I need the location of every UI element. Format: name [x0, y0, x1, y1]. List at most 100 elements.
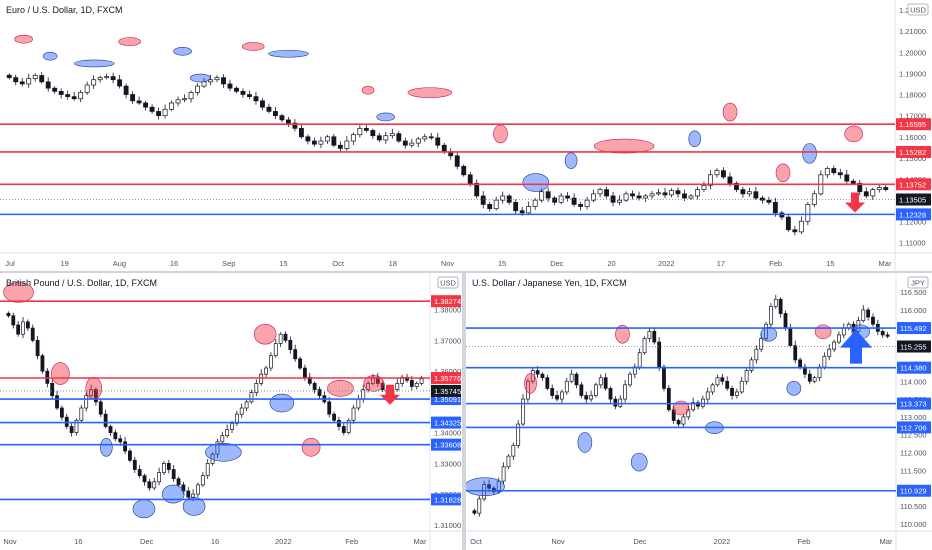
candle — [710, 382, 715, 395]
candle — [688, 194, 694, 201]
candle — [608, 386, 613, 404]
candle — [395, 378, 400, 392]
support-highlight-oval — [100, 438, 113, 457]
support-highlight-oval — [182, 497, 206, 516]
level-price-label: 1.12328 — [899, 210, 926, 219]
level-price-label: 1.35091 — [434, 395, 461, 404]
y-tick-label: 1.15000 — [899, 154, 926, 163]
candle — [182, 94, 187, 103]
currency-badge[interactable] — [907, 3, 929, 16]
candle — [221, 74, 226, 88]
candle — [630, 190, 635, 200]
eurusd-chart[interactable]: 1.220001.210001.200001.190001.180001.170… — [0, 0, 932, 272]
candle — [749, 356, 754, 374]
candle — [589, 390, 593, 403]
candle — [317, 386, 322, 399]
candle — [636, 191, 642, 201]
candle — [511, 442, 516, 461]
candle — [474, 179, 480, 199]
candle — [396, 131, 402, 143]
candle — [69, 422, 74, 437]
candle — [597, 187, 603, 198]
currency-badge[interactable] — [907, 276, 929, 289]
candle — [617, 195, 622, 206]
candle — [623, 379, 628, 403]
eurusd-chart-panel[interactable]: 1.220001.210001.200001.190001.180001.170… — [0, 0, 932, 272]
candle — [6, 73, 12, 80]
x-tick-label: Sep — [222, 259, 235, 268]
candle — [264, 365, 268, 379]
candle — [618, 395, 623, 409]
candle — [234, 410, 239, 426]
candle — [370, 128, 376, 140]
candle — [215, 438, 220, 459]
usdjpy-chart-panel[interactable]: 116.500116.000115.500115.000114.500114.0… — [466, 273, 932, 550]
level-price-label: 1.15282 — [899, 148, 926, 157]
y-tick-label: 1.33000 — [434, 459, 461, 468]
candle — [200, 472, 205, 487]
candle — [142, 473, 147, 486]
resistance-highlight-oval — [775, 163, 791, 183]
resistance-highlight-oval — [593, 138, 655, 154]
candle — [753, 186, 759, 201]
candle — [147, 478, 152, 491]
candle — [594, 382, 598, 398]
level-price-label: 114.380 — [900, 364, 927, 373]
candle — [837, 168, 843, 179]
candle — [461, 164, 467, 177]
candle — [642, 336, 647, 355]
resistance-highlight-oval — [118, 37, 141, 46]
candle — [220, 431, 225, 445]
candle — [273, 107, 278, 120]
support-highlight-oval — [786, 381, 802, 396]
candle — [545, 187, 551, 202]
pane-divider-vertical[interactable] — [462, 273, 466, 550]
resistance-highlight-oval — [672, 400, 690, 416]
candle — [341, 422, 346, 436]
x-tick-label: 15 — [498, 259, 506, 268]
candle — [861, 305, 866, 323]
candle — [50, 379, 55, 399]
y-tick-label: 110.500 — [900, 502, 927, 511]
candle — [169, 100, 174, 112]
candle — [623, 191, 629, 203]
candle — [91, 75, 97, 89]
y-tick-label: 114.000 — [900, 377, 927, 386]
candle — [701, 181, 707, 193]
candle — [552, 196, 558, 206]
candle — [880, 329, 885, 338]
candle — [798, 216, 804, 235]
candle — [26, 73, 32, 88]
candle — [671, 405, 676, 424]
gbpusd-chart-panel[interactable]: 1.380001.370001.360001.350001.340001.330… — [0, 273, 462, 550]
resistance-highlight-oval — [14, 34, 33, 44]
candle — [811, 190, 817, 208]
candle — [162, 460, 166, 476]
candle — [657, 337, 662, 371]
resistance-highlight-oval — [814, 324, 832, 340]
x-tick-label: 16 — [74, 537, 82, 546]
candle — [578, 201, 584, 211]
candle — [366, 380, 371, 393]
candle — [824, 166, 830, 179]
resistance-highlight-oval — [301, 438, 321, 457]
pane-divider-horizontal[interactable] — [0, 271, 932, 273]
candle — [205, 458, 210, 480]
candle — [643, 194, 648, 202]
candle — [30, 324, 35, 343]
candle — [516, 420, 521, 449]
candle — [337, 416, 341, 431]
resistance-highlight-oval — [3, 282, 34, 303]
candle — [695, 186, 700, 200]
x-tick-label: Feb — [798, 537, 811, 546]
support-highlight-oval — [577, 432, 593, 453]
y-tick-label: 112.000 — [900, 449, 927, 458]
currency-badge[interactable] — [437, 276, 459, 289]
x-tick-label: 16 — [211, 537, 219, 546]
resistance-highlight-oval — [363, 375, 385, 392]
candle — [744, 368, 749, 385]
y-tick-label: 1.19000 — [899, 69, 926, 78]
candle — [356, 394, 361, 411]
gbpusd-chart[interactable]: 1.380001.370001.360001.350001.340001.330… — [0, 273, 462, 550]
usdjpy-chart[interactable]: 116.500116.000115.500115.000114.500114.0… — [466, 273, 932, 550]
